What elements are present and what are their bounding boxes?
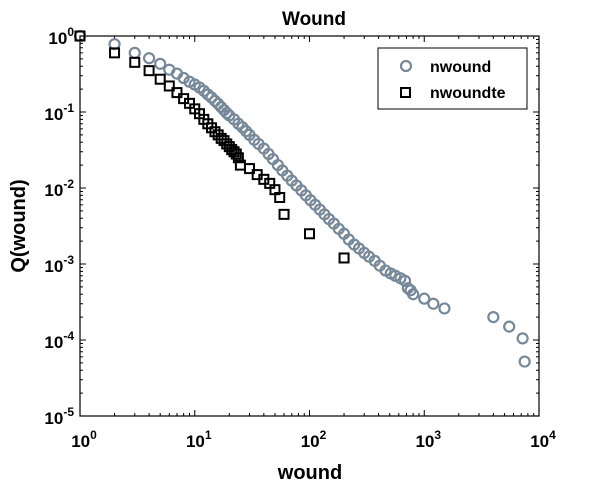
x-tick-label: 104 [530, 428, 556, 451]
x-tick-label: 101 [186, 428, 212, 451]
legend-marker-nwoundte [400, 87, 411, 98]
data-point-nwoundte [304, 228, 315, 240]
data-point-nwound [503, 320, 516, 333]
data-point-nwoundte [278, 208, 290, 220]
y-axis-label: Q(wound) [8, 179, 30, 272]
y-tick-label: 10-1 [44, 101, 74, 124]
data-point-nwoundte [215, 132, 227, 144]
y-tick-label: 10-5 [44, 405, 74, 428]
legend: nwound nwoundte [377, 47, 528, 110]
data-point-nwound [487, 311, 500, 324]
tick-marks [79, 35, 540, 417]
data-point-nwound [208, 94, 222, 107]
data-point-nwoundte [243, 163, 255, 175]
data-point-nwoundte [163, 80, 175, 92]
data-point-nwound [205, 91, 218, 104]
data-point-nwoundte [143, 65, 155, 77]
data-point-nwound [142, 52, 156, 65]
data-point-nwound [220, 106, 233, 120]
data-point-nwound [438, 302, 451, 315]
data-point-nwound [518, 355, 531, 368]
series-nwound [73, 29, 531, 368]
data-point-nwound [516, 332, 529, 345]
data-point-nwoundte [212, 129, 224, 141]
legend-label-nwound: nwound [430, 59, 491, 76]
data-point-nwound [427, 297, 440, 310]
y-tick-labels: 100 10-1 10-2 10-3 10-4 10-5 [44, 25, 74, 428]
y-tick-label: 10-3 [44, 253, 74, 276]
x-tick-labels: 100 101 102 103 104 [71, 428, 556, 451]
data-point-nwoundte [154, 73, 166, 85]
x-tick-label: 103 [415, 428, 441, 451]
data-point-nwound [407, 288, 420, 301]
y-tick-label: 10-4 [44, 329, 74, 352]
y-tick-label: 100 [48, 25, 74, 48]
data-point-nwoundte [232, 152, 244, 164]
x-tick-label: 100 [71, 428, 97, 451]
x-tick-label: 102 [301, 428, 327, 451]
data-point-nwoundte [171, 87, 183, 99]
data-point-nwoundte [74, 30, 86, 42]
data-point-nwoundte [338, 252, 350, 264]
y-tick-label: 10-2 [44, 177, 74, 200]
data-point-nwound [398, 274, 412, 287]
data-point-nwoundte [129, 56, 141, 68]
data-point-nwoundte [209, 126, 221, 138]
chart-title: Wound [282, 9, 346, 30]
data-point-nwound [154, 57, 167, 70]
series-nwoundte [74, 30, 350, 264]
data-point-nwound [418, 292, 431, 305]
legend-box [377, 47, 528, 110]
x-axis-label: wound [277, 462, 342, 484]
legend-marker-nwound [399, 59, 413, 73]
data-points [73, 29, 531, 368]
legend-label-nwoundte: nwoundte [430, 85, 506, 102]
data-point-nwoundte [274, 191, 286, 203]
data-point-nwoundte [109, 47, 121, 59]
